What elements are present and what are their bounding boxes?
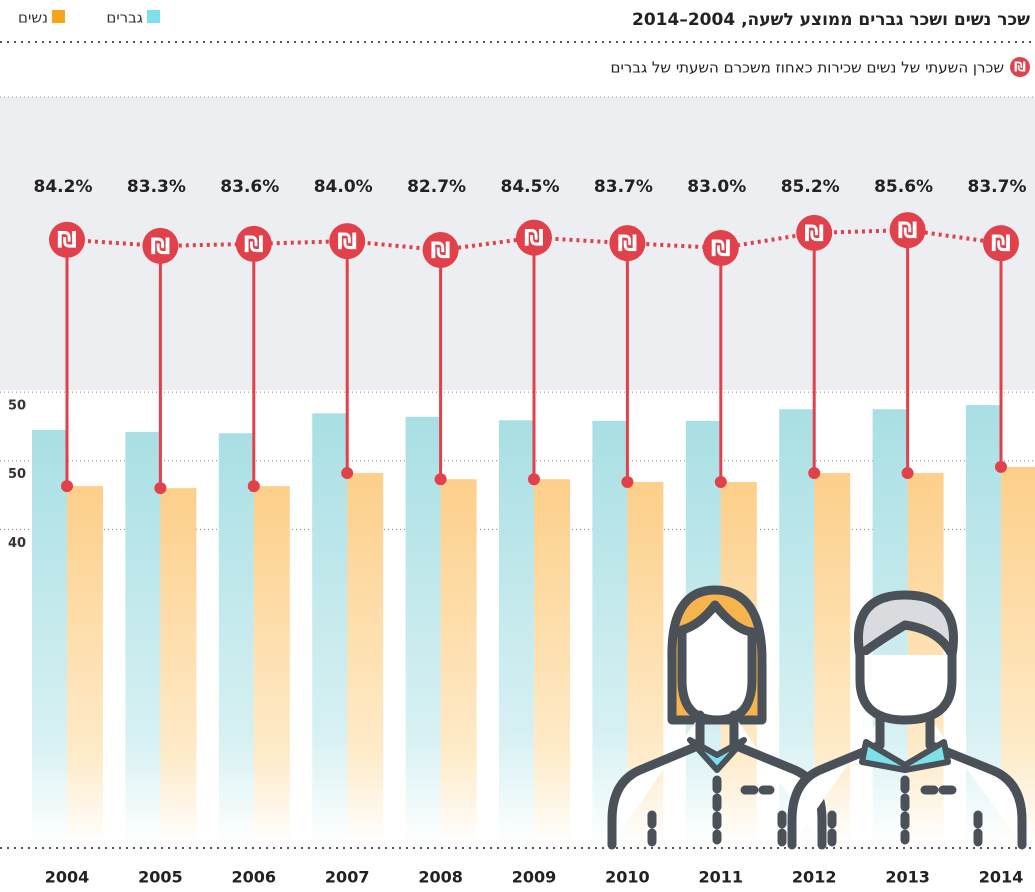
bar (499, 420, 535, 845)
value-label: 85.2% (781, 177, 840, 197)
value-label: 83.3% (127, 177, 186, 197)
y-tick-label: 50 (8, 467, 26, 482)
women-dot (902, 467, 914, 479)
y-tick-label: 50 (8, 399, 26, 414)
legend-swatch (52, 10, 65, 23)
point-glyph: ₪ (991, 232, 1011, 257)
chart: שכר נשים ושכר גברים ממוצע לשעה, 2004–201… (0, 0, 1035, 888)
women-dot (248, 480, 260, 492)
value-label: 83.6% (220, 177, 279, 197)
legend-label: גברים (106, 9, 143, 27)
x-tick-label: 2008 (418, 868, 463, 887)
bar (312, 413, 348, 845)
value-label: 83.0% (687, 177, 746, 197)
x-tick-label: 2010 (605, 868, 650, 887)
legend-label: נשים (18, 9, 48, 27)
value-label: 83.7% (968, 177, 1027, 197)
chart-title: שכר נשים ושכר גברים ממוצע לשעה, 2004–201… (632, 10, 1030, 30)
bar (67, 486, 103, 845)
women-dot (621, 476, 633, 488)
y-tick-label: 40 (8, 536, 26, 551)
x-tick-label: 2013 (885, 868, 930, 887)
x-tick-label: 2007 (325, 868, 370, 887)
x-tick-label: 2005 (138, 868, 183, 887)
value-label: 84.0% (314, 177, 373, 197)
women-dot (341, 467, 353, 479)
bar (125, 432, 161, 845)
women-dot (995, 461, 1007, 473)
x-tick-label: 2004 (45, 868, 90, 887)
x-tick-label: 2009 (512, 868, 557, 887)
value-label: 83.7% (594, 177, 653, 197)
value-label: 84.5% (501, 177, 560, 197)
women-dot (715, 476, 727, 488)
point-glyph: ₪ (337, 230, 357, 255)
bar (32, 430, 68, 845)
bar (441, 479, 477, 845)
point-glyph: ₪ (898, 219, 918, 244)
bar (219, 433, 255, 845)
x-tick-label: 2011 (699, 868, 744, 887)
bar (254, 486, 290, 845)
women-dot (528, 473, 540, 485)
point-glyph: ₪ (617, 232, 637, 257)
x-tick-label: 2012 (792, 868, 837, 887)
legend-icon-glyph: ₪ (1014, 61, 1026, 76)
legend-label: שכרן השעתי של נשים שכירות כאחוז משכרם הש… (611, 59, 1005, 77)
women-dot (154, 482, 166, 494)
value-label: 84.2% (34, 177, 93, 197)
women-dot (808, 467, 820, 479)
point-glyph: ₪ (431, 239, 451, 264)
bar (534, 479, 570, 845)
x-tick-label: 2014 (979, 868, 1024, 887)
point-glyph: ₪ (57, 229, 77, 254)
point-glyph: ₪ (244, 233, 264, 258)
x-tick-label: 2006 (232, 868, 277, 887)
point-glyph: ₪ (524, 227, 544, 252)
value-label: 85.6% (874, 177, 933, 197)
point-glyph: ₪ (150, 235, 170, 260)
point-glyph: ₪ (804, 222, 824, 247)
bar (347, 473, 383, 845)
point-glyph: ₪ (711, 237, 731, 262)
value-label: 82.7% (407, 177, 466, 197)
bar (160, 488, 196, 845)
women-dot (435, 473, 447, 485)
women-dot (61, 480, 73, 492)
legend-swatch (147, 10, 160, 23)
